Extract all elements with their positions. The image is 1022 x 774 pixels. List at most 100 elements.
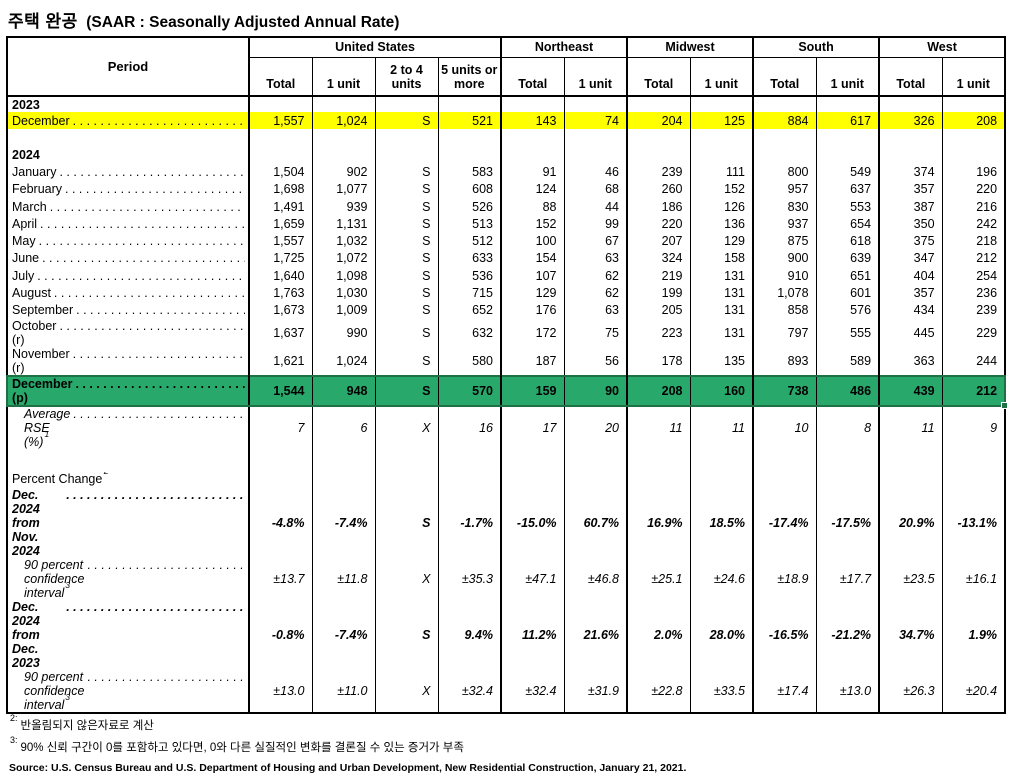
table-cell: 608: [437, 180, 502, 198]
table-cell: 9: [941, 405, 1006, 449]
table-cell: [563, 147, 628, 164]
table-cell: S: [374, 112, 438, 130]
table-cell: 555: [815, 318, 880, 347]
table-cell: ±13.0: [815, 669, 880, 713]
row-label: 2024: [12, 148, 40, 163]
table-cell: 1,640: [248, 267, 312, 285]
table-cell: [941, 448, 1006, 470]
table-cell: -0.8%: [248, 599, 312, 670]
table-cell: S: [374, 163, 438, 181]
table-cell: 223: [626, 318, 691, 347]
table-cell: 204: [626, 112, 691, 130]
table-cell: 16: [437, 405, 502, 449]
table-cell: 216: [941, 197, 1006, 216]
row-label: Dec. 2024 from Nov. 2024: [7, 488, 249, 558]
table-body: 2023December1,5571,024S52114374204125884…: [6, 96, 1009, 713]
table-cell: 830: [752, 197, 817, 216]
table-cell: 11.2%: [500, 599, 565, 670]
table-cell: 521: [437, 112, 502, 130]
footnote-2-text: 반올림되지 않은자료로 계산: [20, 719, 154, 732]
table-cell: 570: [437, 374, 502, 407]
footnote-2: 2:반올림되지 않은자료로 계산: [9, 714, 1014, 733]
table-cell: 254: [941, 267, 1006, 285]
region-header-united-states: United States: [247, 37, 502, 58]
table-cell: [815, 469, 880, 488]
table-cell: [941, 147, 1006, 164]
table-cell: 1,504: [248, 163, 312, 181]
table-cell: 176: [500, 301, 565, 319]
table-cell: [374, 96, 438, 112]
table-cell: -17.4%: [752, 487, 817, 558]
table-head: Period United States Northeast Midwest South…: [7, 37, 1006, 97]
table-cell: 136: [689, 215, 754, 233]
table-cell: [500, 96, 565, 112]
table-cell: 239: [941, 301, 1006, 319]
table-cell: S: [374, 249, 438, 268]
table-cell: 131: [689, 318, 754, 347]
table-cell: 445: [878, 318, 943, 347]
table-cell: 553: [815, 197, 880, 216]
table-cell: [878, 129, 943, 148]
table-cell: 88: [500, 197, 565, 216]
table-cell: S: [374, 599, 438, 670]
table-row: 90 percent confidence interval3±13.7±11.…: [7, 557, 1006, 600]
table-cell: ±18.9: [752, 557, 817, 600]
table-cell: 486: [815, 374, 880, 407]
table-cell: 46: [563, 163, 628, 181]
page-title: 주택 완공 (SAAR : Seasonally Adjusted Annual…: [6, 5, 1014, 36]
table-cell: 131: [689, 301, 754, 319]
table-cell: ±22.8: [626, 669, 691, 713]
table-cell: [878, 469, 943, 488]
table-cell: 158: [689, 249, 754, 268]
table-cell: ±46.8: [563, 557, 628, 600]
table-cell: 939: [311, 197, 375, 216]
table-cell: 178: [626, 346, 691, 376]
row-label: Dec. 2024 from Dec. 2023: [7, 600, 249, 670]
table-cell: ±17.7: [815, 557, 880, 600]
table-cell: 160: [689, 374, 754, 407]
table-cell: 948: [311, 374, 375, 407]
table-cell: X: [374, 405, 438, 449]
table-cell: 63: [563, 301, 628, 319]
table-cell: S: [374, 284, 438, 302]
table-cell: [689, 96, 754, 112]
table-cell: [248, 448, 312, 470]
table-cell: [752, 448, 817, 470]
table-cell: -16.5%: [752, 599, 817, 670]
table-cell: 893: [752, 346, 817, 376]
table-cell: [941, 469, 1006, 488]
row-label: 90 percent confidence interval3: [7, 670, 249, 713]
table-cell: 2.0%: [626, 599, 691, 670]
region-header-south: South: [752, 37, 880, 58]
table-cell: ±25.1: [626, 557, 691, 600]
row-label: 90 percent confidence interval3: [7, 558, 249, 600]
selection-fill-handle[interactable]: [1001, 401, 1009, 409]
table-cell: 67: [563, 232, 628, 250]
table-cell: 652: [437, 301, 502, 319]
table-row: 2023: [7, 96, 1006, 112]
table-cell: 800: [752, 163, 817, 181]
table-cell: [374, 469, 438, 488]
table-cell: 56: [563, 346, 628, 376]
table-cell: [689, 448, 754, 470]
table-row: November (r)1,6211,024S58018756178135893…: [7, 346, 1006, 376]
table-cell: 99: [563, 215, 628, 233]
table-row: [7, 448, 1006, 470]
table-cell: 152: [689, 180, 754, 198]
table-cell: 220: [626, 215, 691, 233]
table-cell: [500, 469, 565, 488]
table-cell: 129: [500, 284, 565, 302]
table-cell: [689, 147, 754, 164]
col-header: Total: [626, 57, 691, 97]
table-cell: 125: [689, 112, 754, 130]
row-label: February: [7, 181, 249, 198]
table-cell: [311, 448, 375, 470]
table-row: October (r)1,637990S63217275223131797555…: [7, 318, 1006, 347]
table-cell: 434: [878, 301, 943, 319]
table-cell: 910: [752, 267, 817, 285]
table-cell: [626, 147, 691, 164]
table-cell: -1.7%: [437, 487, 502, 558]
table-cell: 404: [878, 267, 943, 285]
table-cell: 357: [878, 180, 943, 198]
table-cell: 187: [500, 346, 565, 376]
